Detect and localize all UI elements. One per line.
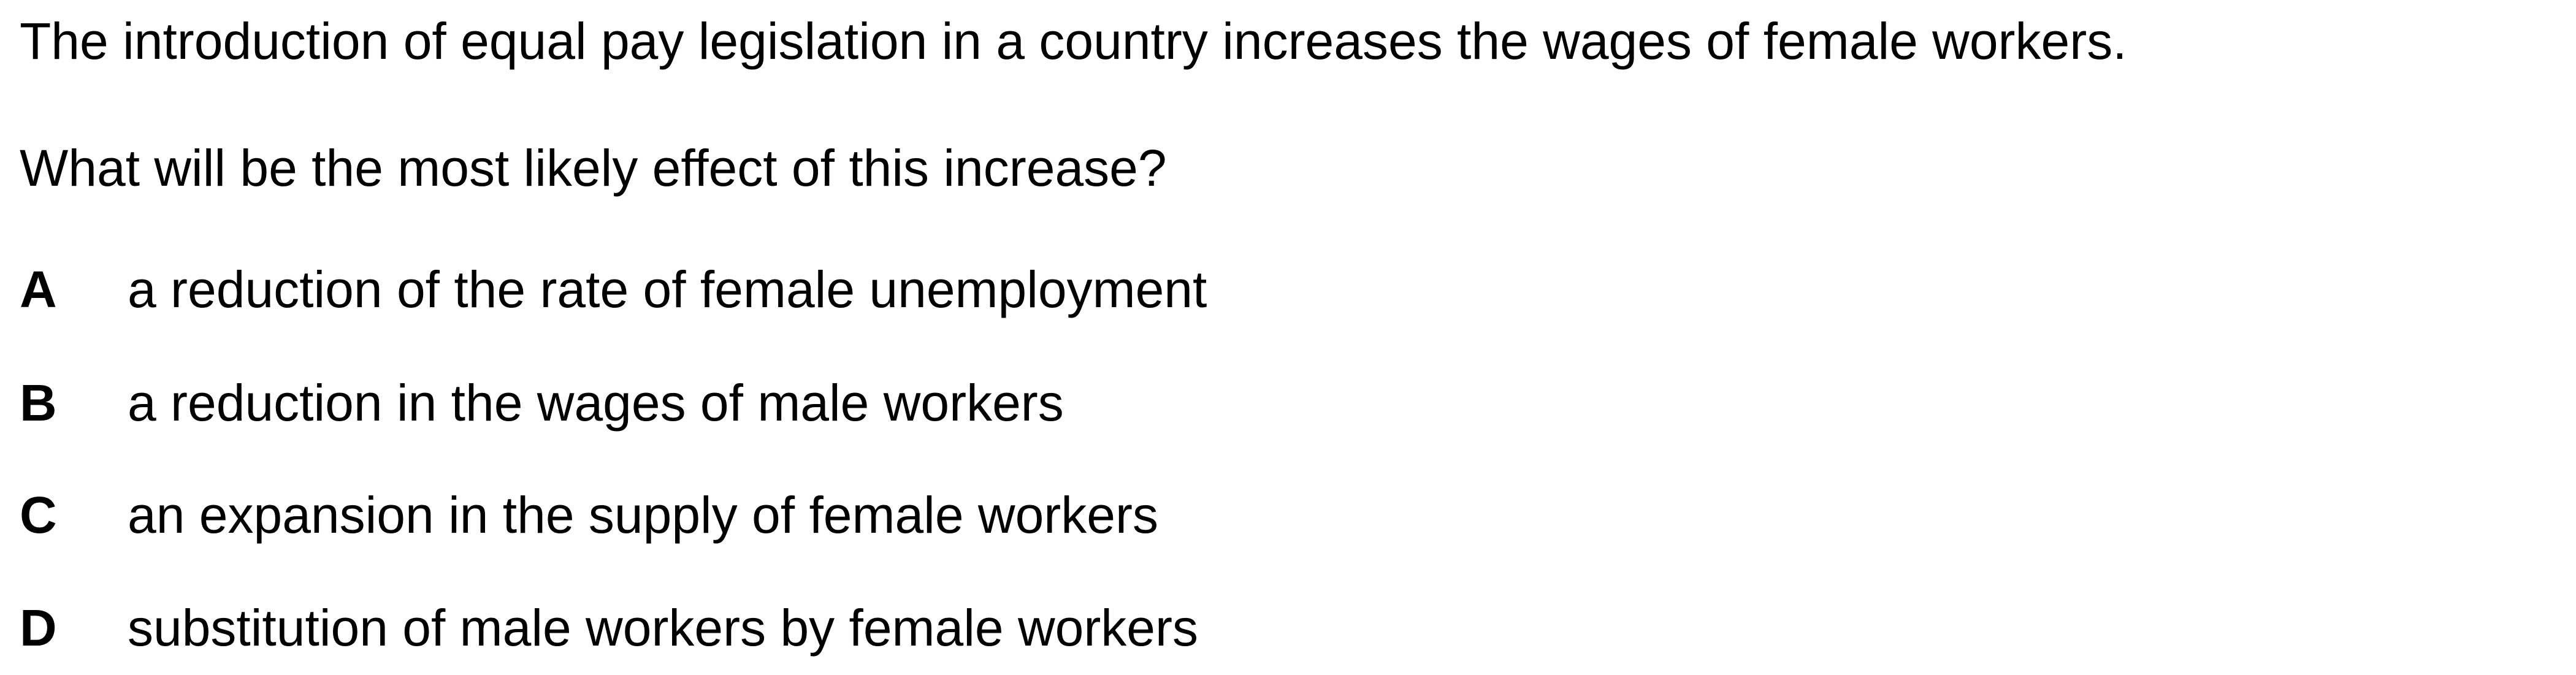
- option-letter: A: [20, 261, 57, 318]
- option-text: substitution of male workers by female w…: [128, 599, 1198, 657]
- option-letter: B: [20, 374, 57, 432]
- option-b: B a reduction in the wages of male worke…: [20, 377, 2534, 438]
- option-text: a reduction of the rate of female unempl…: [128, 261, 1207, 318]
- option-letter: C: [20, 486, 57, 544]
- option-d: D substitution of male workers by female…: [20, 602, 2534, 663]
- question-prompt: What will be the most likely effect of t…: [20, 139, 1167, 197]
- question-stem: The introduction of equal pay legislatio…: [20, 12, 2127, 70]
- option-letter: D: [20, 599, 57, 657]
- option-text: a reduction in the wages of male workers: [128, 374, 1064, 432]
- option-a: A a reduction of the rate of female unem…: [20, 264, 2534, 325]
- option-c: C an expansion in the supply of female w…: [20, 489, 2534, 551]
- option-text: an expansion in the supply of female wor…: [128, 486, 1158, 544]
